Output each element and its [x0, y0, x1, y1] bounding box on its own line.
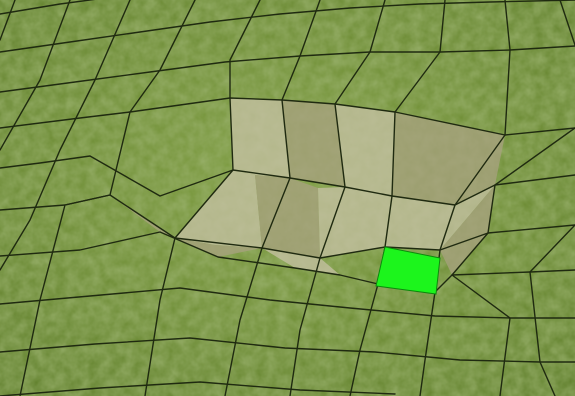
slope-face	[175, 170, 262, 248]
slope-face	[335, 104, 395, 196]
slope-face	[440, 185, 495, 275]
slope-face	[110, 195, 262, 257]
slope-face	[282, 100, 345, 187]
slope-face	[392, 112, 505, 205]
slope-face	[262, 248, 340, 275]
terrain-depression	[110, 98, 505, 275]
selected-tile[interactable]	[375, 246, 441, 295]
slope-face	[230, 98, 290, 178]
slope-face	[255, 175, 320, 258]
slope-face	[318, 187, 392, 258]
slope-face	[385, 185, 495, 250]
